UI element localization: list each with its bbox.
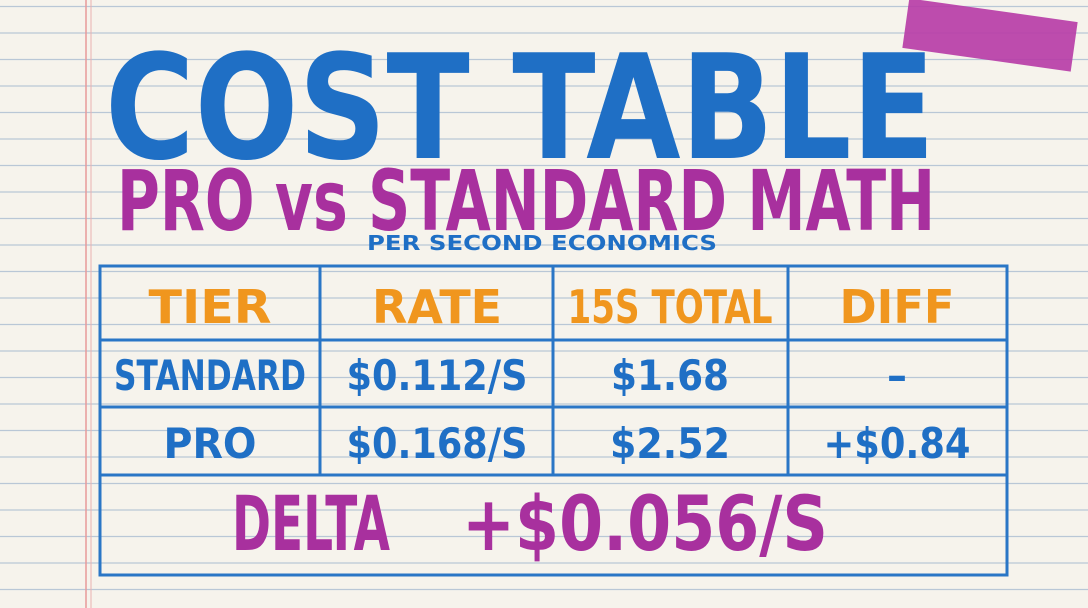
subtitle: PRO vs STANDARD MATH	[117, 152, 935, 250]
table-cell: $1.68	[611, 351, 729, 400]
table-cell: STANDARD	[114, 351, 306, 400]
tape	[902, 0, 1078, 72]
tagline: PER SECOND ECONOMICS	[367, 231, 717, 255]
table-cell: +$0.84	[824, 419, 971, 468]
column-header: TIER	[149, 280, 272, 334]
table-cell: $2.52	[610, 419, 730, 468]
table-cell: –	[887, 351, 907, 400]
title: COST TABLE	[105, 24, 935, 193]
column-header: 15S TOTAL	[568, 280, 773, 334]
table-cell: PRO	[164, 419, 257, 468]
delta-label: DELTA	[232, 479, 390, 568]
delta-value: +$0.056/S	[462, 479, 828, 568]
table-cell: $0.112/S	[347, 351, 528, 400]
cost-table	[98, 264, 1009, 577]
column-header: RATE	[372, 280, 502, 334]
table-cell: $0.168/S	[347, 419, 528, 468]
column-header: DIFF	[840, 280, 955, 334]
